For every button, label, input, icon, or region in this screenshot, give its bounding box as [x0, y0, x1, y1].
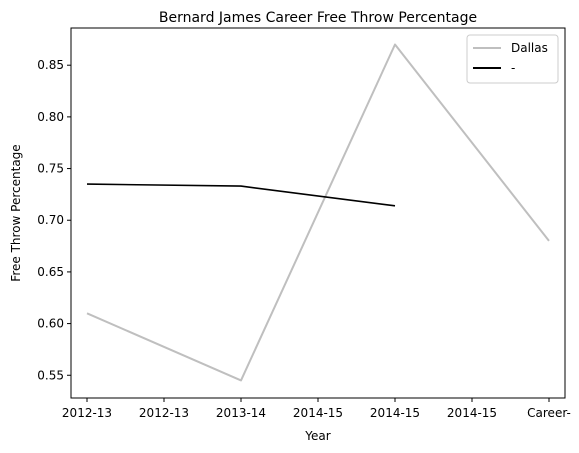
y-tick-label: 0.55 — [37, 368, 64, 382]
y-axis: 0.55 0.60 0.65 0.70 0.75 0.80 0.85 — [37, 58, 71, 382]
x-tick-label: 2014-15 — [447, 406, 497, 420]
legend-label: - — [511, 61, 515, 75]
x-tick-label: 2012-13 — [139, 406, 189, 420]
x-tick-label: 2014-15 — [293, 406, 343, 420]
legend-label: Dallas — [511, 41, 548, 55]
x-tick-label: 2012-13 — [62, 406, 112, 420]
y-tick-label: 0.85 — [37, 58, 64, 72]
x-tick-label: Career- — [527, 406, 571, 420]
legend: Dallas - — [466, 34, 559, 84]
x-tick-label: 2014-15 — [370, 406, 420, 420]
y-tick-label: 0.60 — [37, 317, 64, 331]
y-tick-label: 0.70 — [37, 213, 64, 227]
chart-title: Bernard James Career Free Throw Percenta… — [159, 10, 477, 26]
series-layer — [86, 43, 550, 382]
y-tick-label: 0.65 — [37, 265, 64, 279]
x-tick-label: 2013-14 — [216, 406, 266, 420]
series-line-1 — [86, 43, 550, 382]
y-tick-label: 0.80 — [37, 110, 64, 124]
y-axis-title: Free Throw Percentage — [9, 144, 23, 281]
x-axis: 2012-13 2012-13 2013-14 2014-15 2014-15 2014-… — [62, 398, 571, 420]
series-line-2 — [86, 183, 396, 207]
x-axis-title: Year — [304, 429, 330, 443]
y-tick-label: 0.75 — [37, 162, 64, 176]
